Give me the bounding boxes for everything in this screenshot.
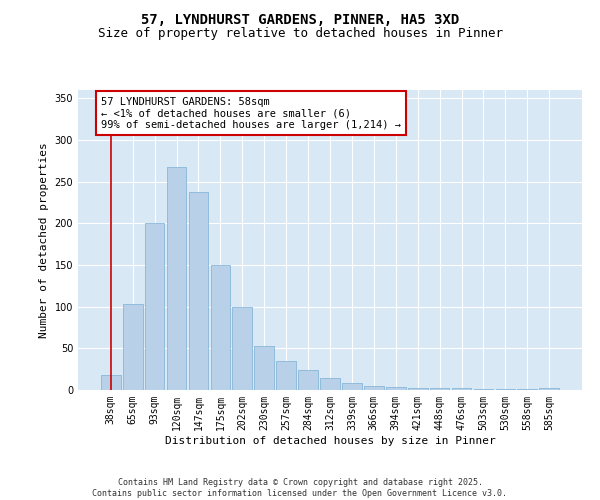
Bar bbox=[342, 384, 362, 390]
Bar bbox=[232, 306, 252, 390]
Bar bbox=[167, 166, 187, 390]
Text: 57 LYNDHURST GARDENS: 58sqm
← <1% of detached houses are smaller (6)
99% of semi: 57 LYNDHURST GARDENS: 58sqm ← <1% of det… bbox=[101, 96, 401, 130]
Bar bbox=[539, 388, 559, 390]
Bar bbox=[408, 388, 428, 390]
Bar bbox=[211, 265, 230, 390]
Bar bbox=[276, 361, 296, 390]
Text: Size of property relative to detached houses in Pinner: Size of property relative to detached ho… bbox=[97, 28, 503, 40]
Bar bbox=[517, 389, 537, 390]
Text: Contains HM Land Registry data © Crown copyright and database right 2025.
Contai: Contains HM Land Registry data © Crown c… bbox=[92, 478, 508, 498]
Bar bbox=[188, 192, 208, 390]
Bar bbox=[452, 388, 472, 390]
Bar bbox=[473, 389, 493, 390]
Bar bbox=[145, 224, 164, 390]
Y-axis label: Number of detached properties: Number of detached properties bbox=[39, 142, 49, 338]
Bar bbox=[320, 378, 340, 390]
Bar bbox=[496, 389, 515, 390]
Bar bbox=[298, 370, 318, 390]
Bar bbox=[364, 386, 384, 390]
Bar bbox=[386, 386, 406, 390]
Bar bbox=[101, 375, 121, 390]
Bar bbox=[254, 346, 274, 390]
Bar bbox=[430, 388, 449, 390]
X-axis label: Distribution of detached houses by size in Pinner: Distribution of detached houses by size … bbox=[164, 436, 496, 446]
Text: 57, LYNDHURST GARDENS, PINNER, HA5 3XD: 57, LYNDHURST GARDENS, PINNER, HA5 3XD bbox=[141, 12, 459, 26]
Bar bbox=[123, 304, 143, 390]
